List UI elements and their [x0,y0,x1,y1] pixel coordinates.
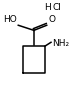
Text: H: H [45,3,51,12]
Text: O: O [48,15,55,24]
Text: Cl: Cl [52,3,61,12]
Text: NH₂: NH₂ [52,39,69,48]
Text: HO: HO [3,15,17,24]
